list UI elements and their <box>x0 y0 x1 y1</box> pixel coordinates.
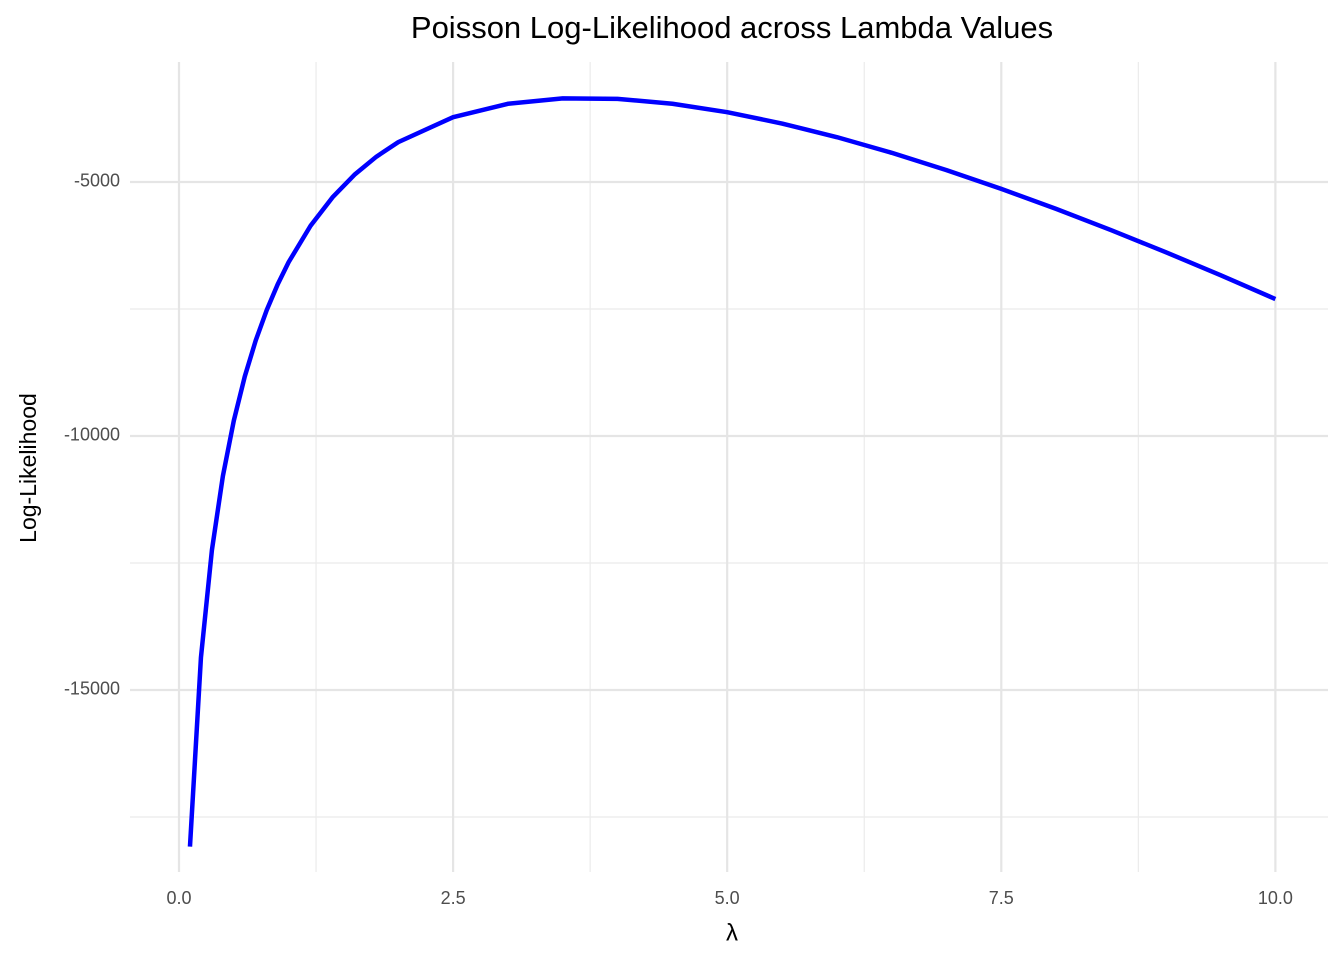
x-tick-label: 2.5 <box>441 888 466 908</box>
x-tick-label: 7.5 <box>989 888 1014 908</box>
x-tick-label: 0.0 <box>166 888 191 908</box>
x-axis-title: λ <box>726 919 738 946</box>
x-tick-label: 5.0 <box>715 888 740 908</box>
y-tick-label: -5000 <box>74 171 120 191</box>
chart-title: Poisson Log-Likelihood across Lambda Val… <box>411 10 1053 45</box>
y-tick-label: -10000 <box>64 425 120 445</box>
x-tick-label: 10.0 <box>1258 888 1293 908</box>
y-axis-title: Log-Likelihood <box>15 393 41 543</box>
y-tick-label: -15000 <box>64 679 120 699</box>
data-line <box>187 96 1277 847</box>
